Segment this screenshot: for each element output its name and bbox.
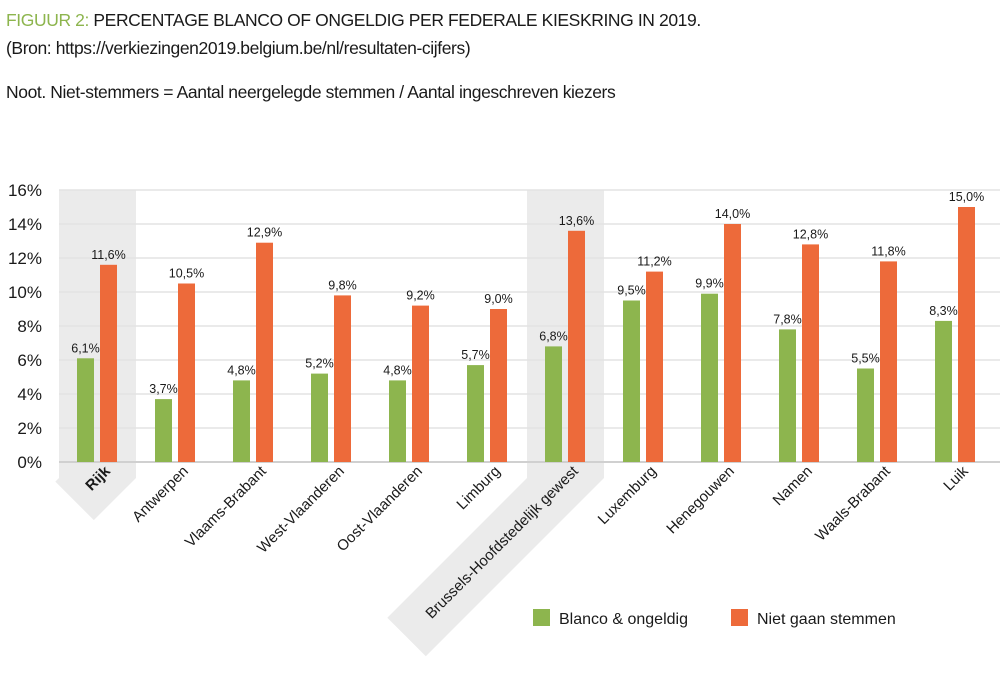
data-label: 12,9% xyxy=(247,226,282,240)
legend-swatch xyxy=(731,609,748,626)
y-tick-label: 16% xyxy=(8,181,42,200)
y-tick-label: 12% xyxy=(8,249,42,268)
data-label: 9,9% xyxy=(695,277,724,291)
bar-blanco xyxy=(311,373,328,462)
data-label: 8,3% xyxy=(929,304,958,318)
bar-blanco xyxy=(545,346,562,462)
data-label: 13,6% xyxy=(559,214,594,228)
x-tick-label: Luik xyxy=(940,462,972,494)
data-label: 5,2% xyxy=(305,357,334,371)
legend-swatch xyxy=(533,609,550,626)
bar-blanco xyxy=(467,365,484,462)
data-label: 9,0% xyxy=(484,292,513,306)
data-label: 4,8% xyxy=(383,363,412,377)
x-tick-label: Oost-Vlaanderen xyxy=(334,463,426,555)
x-tick-label: Vlaams-Brabant xyxy=(182,462,271,551)
highlight-band xyxy=(387,190,604,657)
data-label: 9,5% xyxy=(617,284,646,298)
bar-niet-stemmen xyxy=(334,295,351,462)
data-label: 9,2% xyxy=(406,289,435,303)
bar-niet-stemmen xyxy=(568,230,585,462)
data-label: 6,1% xyxy=(71,341,100,355)
bar-blanco xyxy=(389,380,406,462)
data-label: 7,8% xyxy=(773,312,802,326)
data-label: 11,6% xyxy=(91,248,126,262)
title-text: PERCENTAGE BLANCO OF ONGELDIG PER FEDERA… xyxy=(88,10,701,30)
figure-title: FIGUUR 2: PERCENTAGE BLANCO OF ONGELDIG … xyxy=(6,10,701,31)
data-label: 15,0% xyxy=(949,190,984,204)
x-tick-label: Limburg xyxy=(453,463,503,513)
y-tick-label: 0% xyxy=(17,453,42,472)
x-tick-label: Waals-Brabant xyxy=(812,462,894,544)
source-text: (Bron: https://verkiezingen2019.belgium.… xyxy=(6,38,471,58)
data-label: 5,7% xyxy=(461,348,490,362)
bar-blanco xyxy=(77,358,94,462)
legend-label: Blanco & ongeldig xyxy=(559,611,688,628)
bar-niet-stemmen xyxy=(100,264,117,462)
bar-blanco xyxy=(779,329,796,462)
x-tick-label: Luxemburg xyxy=(595,463,660,528)
data-label: 3,7% xyxy=(149,382,178,396)
bar-niet-stemmen xyxy=(256,242,273,462)
y-tick-label: 4% xyxy=(17,385,42,404)
figure-label: FIGUUR 2: xyxy=(6,10,89,30)
data-label: 9,8% xyxy=(328,278,357,292)
bar-blanco xyxy=(233,380,250,462)
x-tick-label: Namen xyxy=(770,463,816,509)
data-label: 4,8% xyxy=(227,363,256,377)
data-label: 11,8% xyxy=(871,244,906,258)
bar-niet-stemmen xyxy=(880,261,897,462)
bar-niet-stemmen xyxy=(958,207,975,462)
bar-niet-stemmen xyxy=(802,244,819,462)
y-tick-label: 8% xyxy=(17,317,42,336)
bar-blanco xyxy=(857,368,874,462)
x-tick-label: Henegouwen xyxy=(663,463,738,538)
data-label: 12,8% xyxy=(793,227,828,241)
data-label: 14,0% xyxy=(715,207,750,221)
data-label: 5,5% xyxy=(851,352,880,366)
bar-niet-stemmen xyxy=(490,309,507,462)
data-label: 6,8% xyxy=(539,329,568,343)
note-text: Noot. Niet-stemmers = Aantal neergelegde… xyxy=(6,82,616,102)
data-label: 11,2% xyxy=(637,255,672,269)
bar-blanco xyxy=(935,320,952,462)
y-tick-label: 6% xyxy=(17,351,42,370)
bar-niet-stemmen xyxy=(724,224,741,462)
x-tick-label: Antwerpen xyxy=(129,463,192,526)
data-label: 10,5% xyxy=(169,267,204,281)
bar-niet-stemmen xyxy=(178,283,195,462)
bar-blanco xyxy=(701,293,718,462)
x-tick-label: Brussels-Hoofdstedelijk gewest xyxy=(422,462,582,622)
y-tick-label: 2% xyxy=(17,419,42,438)
bar-niet-stemmen xyxy=(412,305,429,462)
bar-niet-stemmen xyxy=(646,271,663,462)
bar-blanco xyxy=(155,399,172,462)
bar-blanco xyxy=(623,300,640,462)
y-tick-label: 14% xyxy=(8,215,42,234)
y-tick-label: 10% xyxy=(8,283,42,302)
legend-label: Niet gaan stemmen xyxy=(757,611,896,628)
